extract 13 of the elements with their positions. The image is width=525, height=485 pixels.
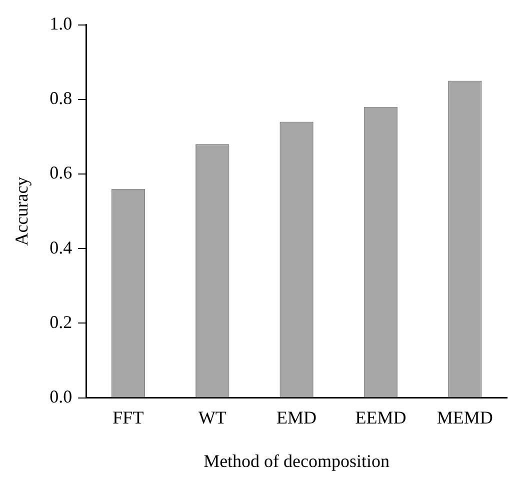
x-axis-title: Method of decomposition (204, 450, 390, 471)
x-tick-label: MEMD (436, 407, 493, 428)
x-tick-label: EMD (276, 407, 317, 428)
x-tick-label: EEMD (355, 407, 406, 428)
y-tick-label: 0.4 (50, 237, 72, 258)
y-tick-label: 0.2 (50, 312, 72, 332)
y-tick-label: 0.0 (50, 386, 72, 407)
y-axis-title: Accuracy (12, 176, 32, 246)
x-tick-label: WT (198, 407, 226, 428)
y-tick-label: 0.8 (50, 88, 72, 108)
y-tick-label: 0.6 (50, 162, 72, 183)
y-tick-label: 1.0 (50, 14, 72, 34)
x-tick-label: FFT (112, 407, 144, 428)
